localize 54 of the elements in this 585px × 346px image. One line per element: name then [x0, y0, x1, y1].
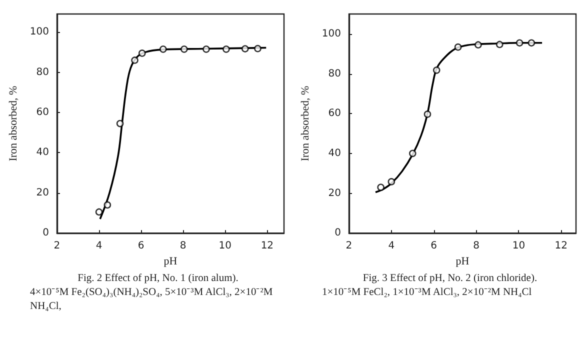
- y-tick-label: 0: [334, 228, 341, 239]
- point: [388, 178, 396, 186]
- x-axis-title: pH: [456, 256, 470, 268]
- point: [222, 46, 230, 53]
- point: [116, 120, 124, 128]
- line-series: [99, 46, 268, 220]
- point: [496, 40, 504, 48]
- point: [131, 56, 138, 64]
- y-tick-label: 60: [36, 106, 49, 118]
- x-tick-label: 6: [138, 240, 144, 252]
- x-tick-label: 8: [180, 240, 186, 252]
- y-tick-label: 40: [328, 148, 341, 159]
- point: [254, 44, 262, 52]
- point: [474, 41, 482, 49]
- caption: Fig. 3 Effect of pH, No. 2 (iron chloride).: [362, 272, 538, 286]
- y-tick-label: 0: [42, 228, 49, 239]
- x-tick-label: 2: [346, 240, 352, 252]
- y-tick-label: 40: [36, 147, 49, 158]
- point: [180, 46, 188, 53]
- point: [454, 43, 462, 51]
- x-tick-label: 4: [388, 240, 395, 252]
- point: [241, 45, 249, 52]
- x-axis-title: pH: [164, 256, 178, 268]
- point: [104, 201, 112, 209]
- y-tick-label: 80: [36, 66, 49, 78]
- y-tick-label: 20: [328, 188, 341, 199]
- x-tick-label: 6: [430, 240, 438, 252]
- y-axis-title: Iron absorbed, %: [300, 86, 312, 162]
- x-tick-label: 10: [512, 240, 526, 252]
- y-tick-label: 100: [322, 28, 341, 40]
- x-tick-label: 2: [54, 240, 60, 252]
- point: [424, 110, 432, 118]
- y-tick-label: 80: [328, 68, 341, 80]
- caption: Fig. 2 Effect of pH, No. 1 (iron alum).: [76, 272, 240, 286]
- x-tick-label: 8: [473, 240, 480, 252]
- x-tick-label: 10: [218, 240, 232, 252]
- point: [516, 39, 524, 47]
- point: [95, 208, 103, 216]
- y-tick-label: 60: [328, 108, 341, 120]
- point: [408, 150, 416, 158]
- point: [377, 184, 384, 191]
- y-axis-title: Iron absorbed, %: [8, 86, 20, 162]
- text: 4×10⁻⁵M Fe₂(SO₄)₃(NH₄)₂SO₄, 5×10⁻³M AlCl₃, 2×10⁻²M NH₄Cl,: [30, 286, 274, 314]
- point: [432, 66, 440, 74]
- point: [138, 50, 146, 57]
- x-tick-label: 4: [96, 240, 102, 252]
- y-tick-label: 20: [36, 187, 49, 198]
- y-tick-label: 100: [30, 26, 49, 38]
- x-tick-label: 12: [260, 240, 274, 252]
- text: 1×10⁻⁵M FeCl₂, 1×10⁻³M AlCl₃, 2×10⁻²M NH₄Cl: [322, 286, 533, 300]
- point: [528, 39, 536, 47]
- point: [159, 46, 167, 53]
- point: [202, 46, 210, 53]
- x-tick-label: 12: [554, 240, 568, 252]
